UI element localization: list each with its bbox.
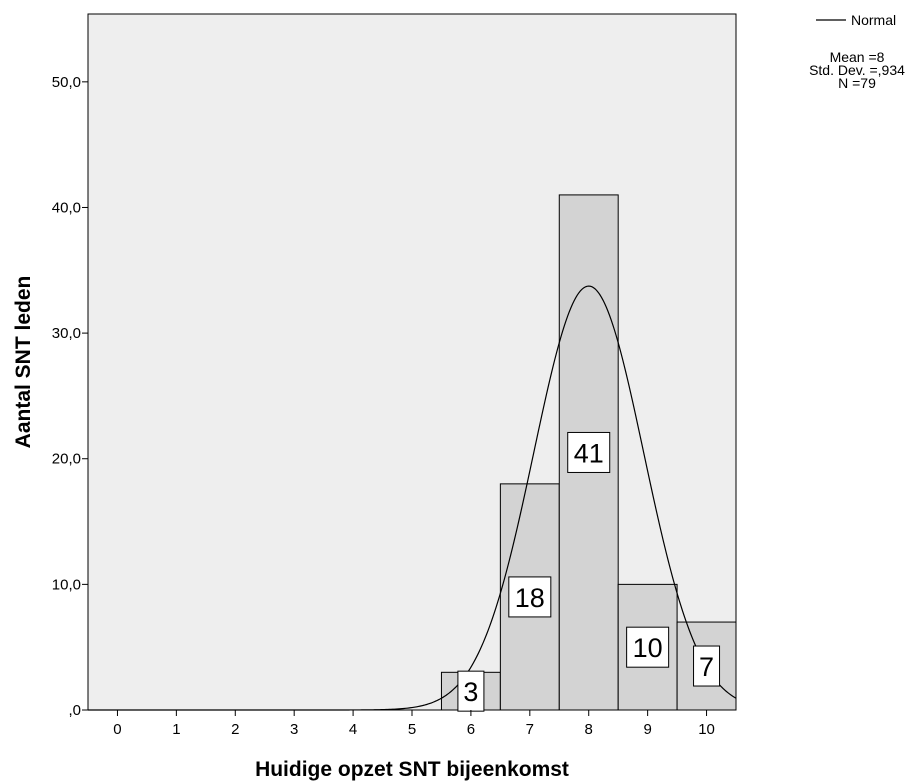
normal-curve-line xyxy=(88,285,737,711)
bar-data-label: 7 xyxy=(693,645,721,687)
data-label-text: 10 xyxy=(633,633,663,663)
y-tick-label: 50,0 xyxy=(52,74,81,91)
x-tick-label: 9 xyxy=(643,721,651,738)
data-label-box xyxy=(693,645,721,687)
y-tick-label: 30,0 xyxy=(52,325,81,342)
x-axis-title: Huidige opzet SNT bijeenkomst xyxy=(255,758,569,781)
legend-normal-label: Normal xyxy=(851,12,896,28)
bar-data-label: 3 xyxy=(457,670,485,712)
bar-data-label: 41 xyxy=(567,431,611,473)
data-label-text: 3 xyxy=(463,677,478,707)
data-label-box xyxy=(626,626,670,668)
x-tick-label: 0 xyxy=(113,721,121,738)
x-tick-label: 6 xyxy=(467,721,475,738)
x-tick-label: 10 xyxy=(698,721,715,738)
data-label-text: 18 xyxy=(515,583,545,613)
legend-stat-mean: Mean =8 xyxy=(830,49,885,65)
x-tick-label: 8 xyxy=(585,721,593,738)
legend-stat-std-dev: Std. Dev. =,934 xyxy=(809,62,905,78)
y-tick-label: 20,0 xyxy=(52,451,81,468)
x-tick-label: 3 xyxy=(290,721,298,738)
data-label-text: 41 xyxy=(574,438,604,468)
x-tick-label: 5 xyxy=(408,721,416,738)
y-tick-label: 40,0 xyxy=(52,199,81,216)
x-tick-label: 2 xyxy=(231,721,239,738)
data-label-box xyxy=(567,431,611,473)
data-label-box xyxy=(508,576,552,618)
data-label-box xyxy=(457,670,485,712)
y-tick-label: ,0 xyxy=(68,702,81,719)
bar-data-label: 18 xyxy=(508,576,552,618)
x-tick-label: 7 xyxy=(526,721,534,738)
x-tick-label: 4 xyxy=(349,721,357,738)
bar-data-label: 10 xyxy=(626,626,670,668)
legend-stat-n: N =79 xyxy=(838,75,876,91)
x-tick-label: 1 xyxy=(172,721,180,738)
legend: Normal Mean =8 Std. Dev. =,934 N =79 xyxy=(809,12,905,91)
data-label-text: 7 xyxy=(699,652,714,682)
y-axis-title: Aantal SNT leden xyxy=(12,276,35,449)
y-tick-label: 10,0 xyxy=(52,576,81,593)
